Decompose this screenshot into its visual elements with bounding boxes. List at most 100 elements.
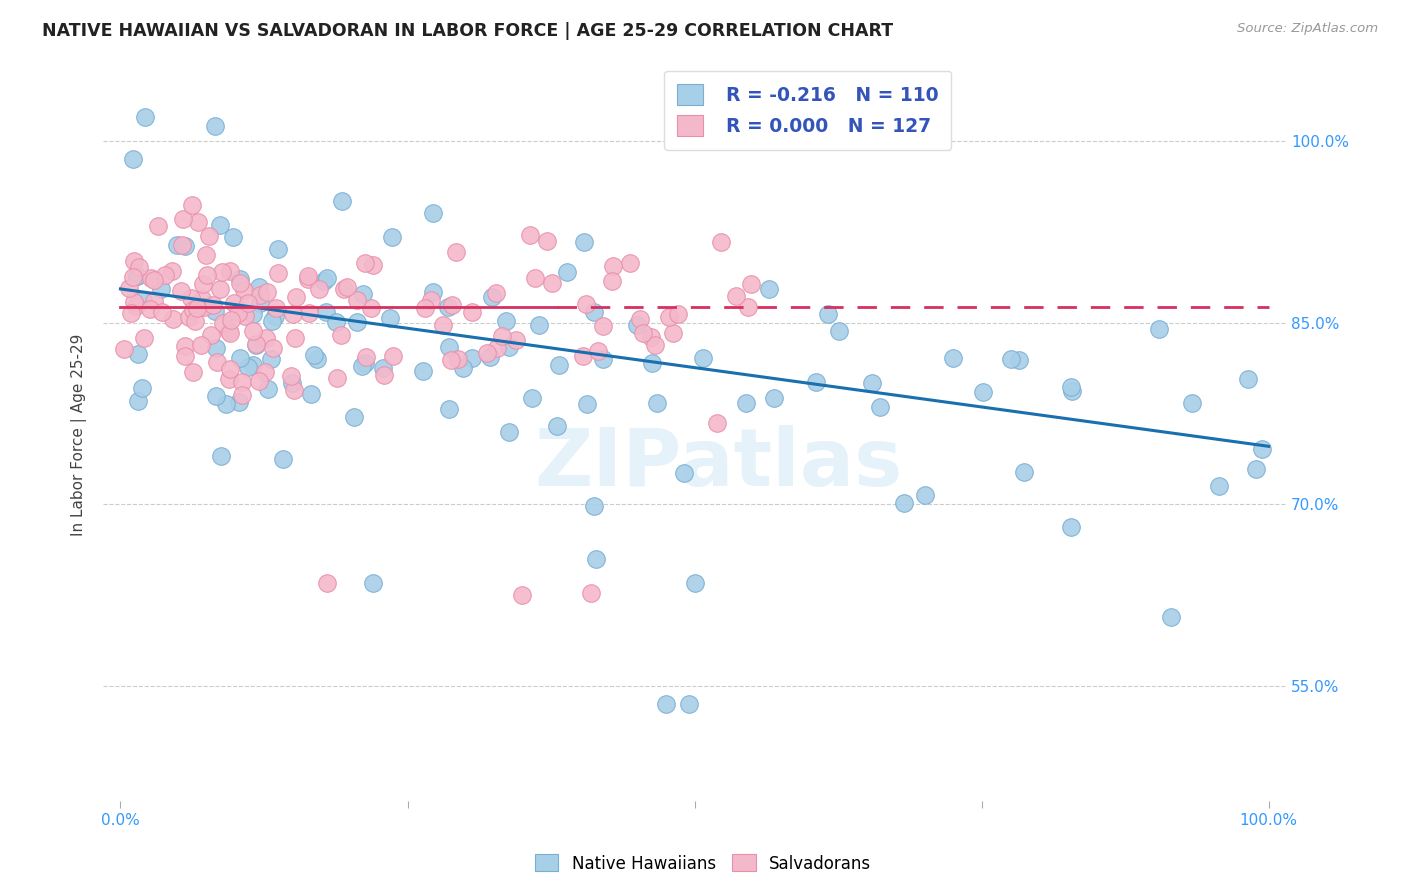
Point	[218, 362, 240, 376]
Point	[420, 293, 443, 307]
Point	[432, 318, 454, 333]
Point	[547, 358, 569, 372]
Point	[284, 290, 307, 304]
Point	[127, 393, 149, 408]
Point	[120, 305, 142, 319]
Point	[512, 588, 534, 602]
Point	[546, 418, 568, 433]
Point	[141, 270, 163, 285]
Point	[297, 269, 319, 284]
Point	[308, 282, 330, 296]
Point	[127, 347, 149, 361]
Point	[640, 329, 662, 343]
Point	[381, 349, 404, 363]
Point	[180, 291, 202, 305]
Point	[281, 376, 304, 391]
Point	[371, 360, 394, 375]
Point	[186, 301, 208, 315]
Point	[330, 327, 353, 342]
Point	[692, 351, 714, 366]
Point	[619, 256, 641, 270]
Point	[1236, 372, 1258, 386]
Point	[262, 342, 284, 356]
Point	[804, 375, 827, 389]
Point	[972, 384, 994, 399]
Point	[302, 348, 325, 362]
Point	[242, 324, 264, 338]
Point	[187, 215, 209, 229]
Point	[1059, 379, 1081, 393]
Point	[582, 500, 605, 514]
Point	[460, 305, 482, 319]
Point	[280, 368, 302, 383]
Point	[519, 228, 541, 243]
Point	[412, 364, 434, 378]
Point	[893, 496, 915, 510]
Point	[205, 389, 228, 403]
Point	[540, 276, 562, 290]
Point	[585, 552, 607, 566]
Point	[740, 277, 762, 292]
Point	[125, 299, 148, 313]
Point	[112, 343, 135, 357]
Point	[735, 395, 758, 409]
Point	[592, 351, 614, 366]
Point	[373, 368, 395, 383]
Point	[520, 391, 543, 405]
Point	[914, 487, 936, 501]
Point	[572, 235, 595, 249]
Point	[181, 302, 204, 317]
Point	[325, 315, 347, 329]
Point	[132, 331, 155, 345]
Point	[762, 391, 785, 405]
Point	[626, 318, 648, 332]
Point	[174, 349, 197, 363]
Point	[557, 265, 579, 279]
Point	[236, 359, 259, 374]
Point	[128, 260, 150, 275]
Point	[495, 314, 517, 328]
Point	[264, 301, 287, 315]
Point	[257, 382, 280, 396]
Point	[297, 272, 319, 286]
Point	[205, 341, 228, 355]
Point	[498, 340, 520, 354]
Point	[446, 245, 468, 260]
Point	[575, 297, 598, 311]
Point	[202, 298, 225, 312]
Point	[180, 197, 202, 211]
Point	[229, 272, 252, 286]
Point	[481, 290, 503, 304]
Point	[422, 206, 444, 220]
Point	[529, 318, 551, 332]
Point	[219, 326, 242, 341]
Point	[249, 296, 271, 310]
Point	[666, 307, 689, 321]
Point	[142, 294, 165, 309]
Point	[1147, 321, 1170, 335]
Point	[1062, 384, 1084, 398]
Point	[170, 284, 193, 298]
Point	[1012, 465, 1035, 479]
Point	[354, 256, 377, 270]
Point	[582, 305, 605, 319]
Point	[299, 387, 322, 401]
Point	[271, 451, 294, 466]
Point	[125, 268, 148, 283]
Point	[131, 381, 153, 395]
Point	[221, 230, 243, 244]
Point	[118, 281, 141, 295]
Point	[706, 416, 728, 430]
Point	[264, 309, 287, 323]
Point	[166, 238, 188, 252]
Point	[197, 229, 219, 244]
Point	[602, 259, 624, 273]
Point	[177, 310, 200, 324]
Point	[231, 388, 253, 402]
Point	[360, 301, 382, 316]
Point	[942, 351, 965, 365]
Point	[190, 337, 212, 351]
Point	[307, 352, 329, 367]
Point	[1008, 352, 1031, 367]
Point	[592, 318, 614, 333]
